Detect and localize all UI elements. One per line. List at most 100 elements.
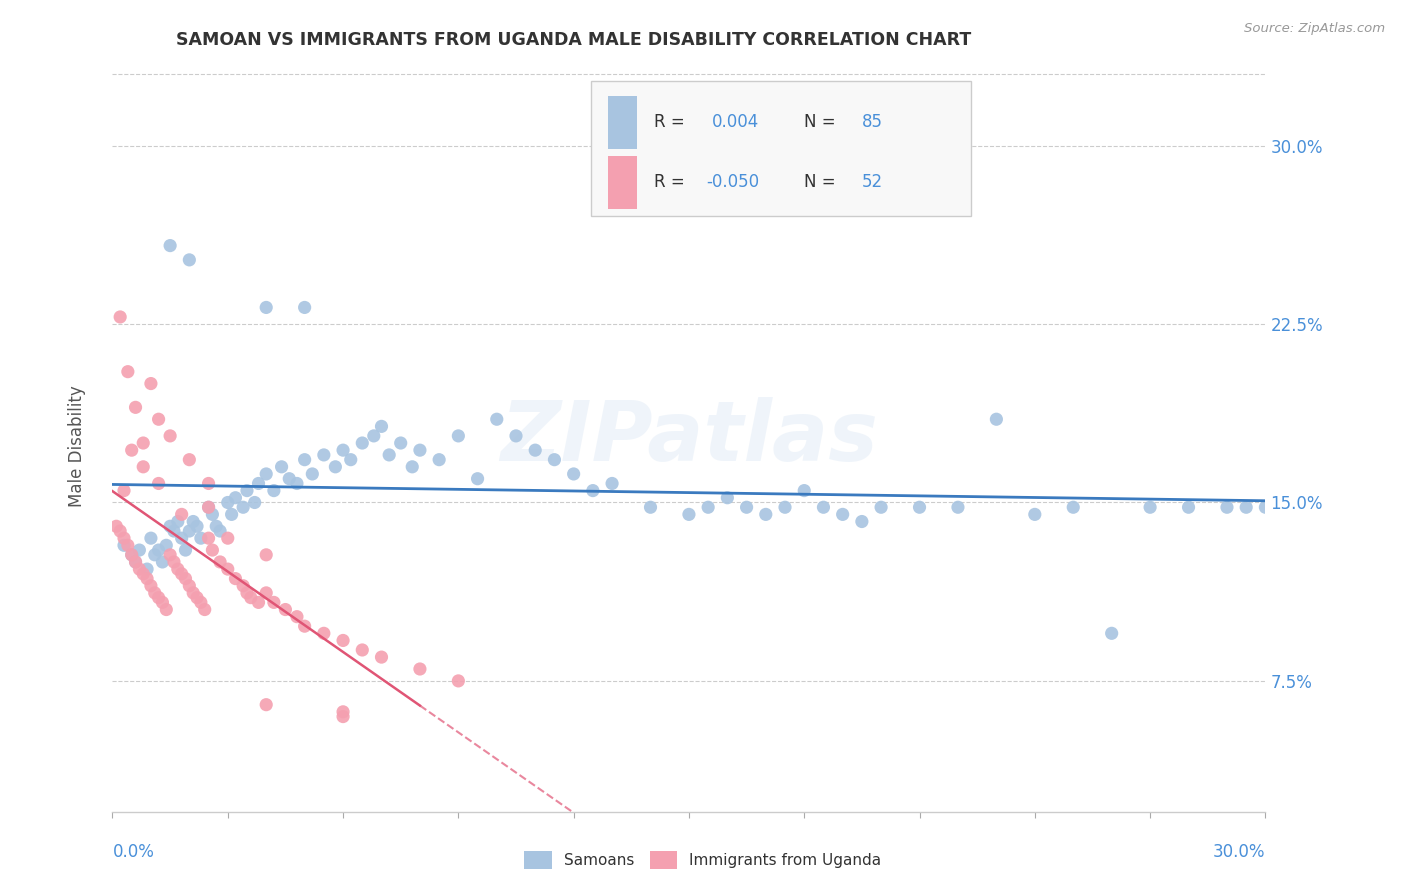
Point — [217, 562, 239, 576]
Point — [1062, 500, 1084, 515]
Point — [179, 252, 201, 267]
Point — [640, 500, 662, 515]
Point — [352, 643, 374, 657]
Point — [908, 500, 931, 515]
FancyBboxPatch shape — [609, 156, 637, 209]
Point — [793, 483, 815, 498]
Point — [678, 508, 700, 522]
Point — [389, 436, 412, 450]
Point — [132, 459, 155, 474]
Point — [159, 548, 181, 562]
Point — [1254, 500, 1277, 515]
Point — [186, 519, 208, 533]
Point — [197, 500, 219, 515]
Text: 30.0%: 30.0% — [1213, 843, 1265, 861]
Point — [600, 476, 623, 491]
Point — [236, 586, 259, 600]
Point — [370, 650, 392, 665]
Point — [205, 519, 228, 533]
Point — [132, 436, 155, 450]
Point — [301, 467, 323, 481]
Point — [197, 531, 219, 545]
FancyBboxPatch shape — [591, 81, 972, 216]
Point — [159, 429, 181, 443]
Point — [112, 531, 135, 545]
Point — [325, 459, 347, 474]
Point — [254, 548, 277, 562]
Point — [143, 586, 166, 600]
Point — [163, 524, 186, 538]
Point — [232, 579, 254, 593]
Point — [108, 310, 131, 324]
Point — [209, 555, 232, 569]
Point — [139, 579, 162, 593]
Point — [166, 515, 188, 529]
Point — [105, 519, 128, 533]
Point — [201, 508, 224, 522]
Text: R =: R = — [654, 113, 690, 131]
Point — [505, 429, 527, 443]
Point — [232, 500, 254, 515]
Point — [148, 543, 170, 558]
Point — [112, 538, 135, 552]
Point — [136, 562, 159, 576]
Point — [139, 376, 162, 391]
Point — [1234, 500, 1257, 515]
Point — [363, 429, 385, 443]
Point — [352, 436, 374, 450]
Point — [447, 673, 470, 688]
Text: 52: 52 — [862, 173, 883, 191]
Text: 0.0%: 0.0% — [112, 843, 155, 861]
Text: N =: N = — [804, 113, 841, 131]
Point — [152, 595, 174, 609]
Point — [155, 602, 177, 616]
Point — [697, 500, 720, 515]
Point — [117, 538, 139, 552]
Point — [485, 412, 508, 426]
Point — [170, 531, 193, 545]
Point — [247, 595, 270, 609]
Point — [209, 524, 232, 538]
Point — [254, 467, 277, 481]
Point — [1024, 508, 1046, 522]
FancyBboxPatch shape — [609, 96, 637, 149]
Text: 0.004: 0.004 — [711, 113, 759, 131]
Point — [148, 591, 170, 605]
Point — [217, 531, 239, 545]
Point — [370, 419, 392, 434]
Point — [254, 301, 277, 315]
Point — [332, 633, 354, 648]
Point — [270, 459, 292, 474]
Point — [108, 524, 131, 538]
Point — [946, 500, 969, 515]
Point — [148, 412, 170, 426]
Point — [159, 519, 181, 533]
Point — [247, 476, 270, 491]
Point — [543, 452, 565, 467]
Point — [285, 476, 308, 491]
Point — [870, 500, 893, 515]
Point — [332, 709, 354, 723]
Point — [254, 586, 277, 600]
Point — [294, 301, 316, 315]
Point — [243, 495, 266, 509]
Point — [221, 508, 243, 522]
Point — [1177, 500, 1199, 515]
Point — [986, 412, 1008, 426]
Point — [155, 538, 177, 552]
Point — [294, 452, 316, 467]
Legend: Samoans, Immigrants from Uganda: Samoans, Immigrants from Uganda — [519, 845, 887, 875]
Point — [467, 472, 489, 486]
Point — [339, 452, 361, 467]
Point — [236, 483, 259, 498]
Point — [174, 572, 197, 586]
Point — [170, 566, 193, 581]
Point — [427, 452, 450, 467]
Point — [524, 443, 547, 458]
Text: -0.050: -0.050 — [706, 173, 759, 191]
Point — [1216, 500, 1239, 515]
Point — [139, 531, 162, 545]
Text: ZIPatlas: ZIPatlas — [501, 397, 877, 477]
Point — [285, 609, 308, 624]
Point — [312, 448, 335, 462]
